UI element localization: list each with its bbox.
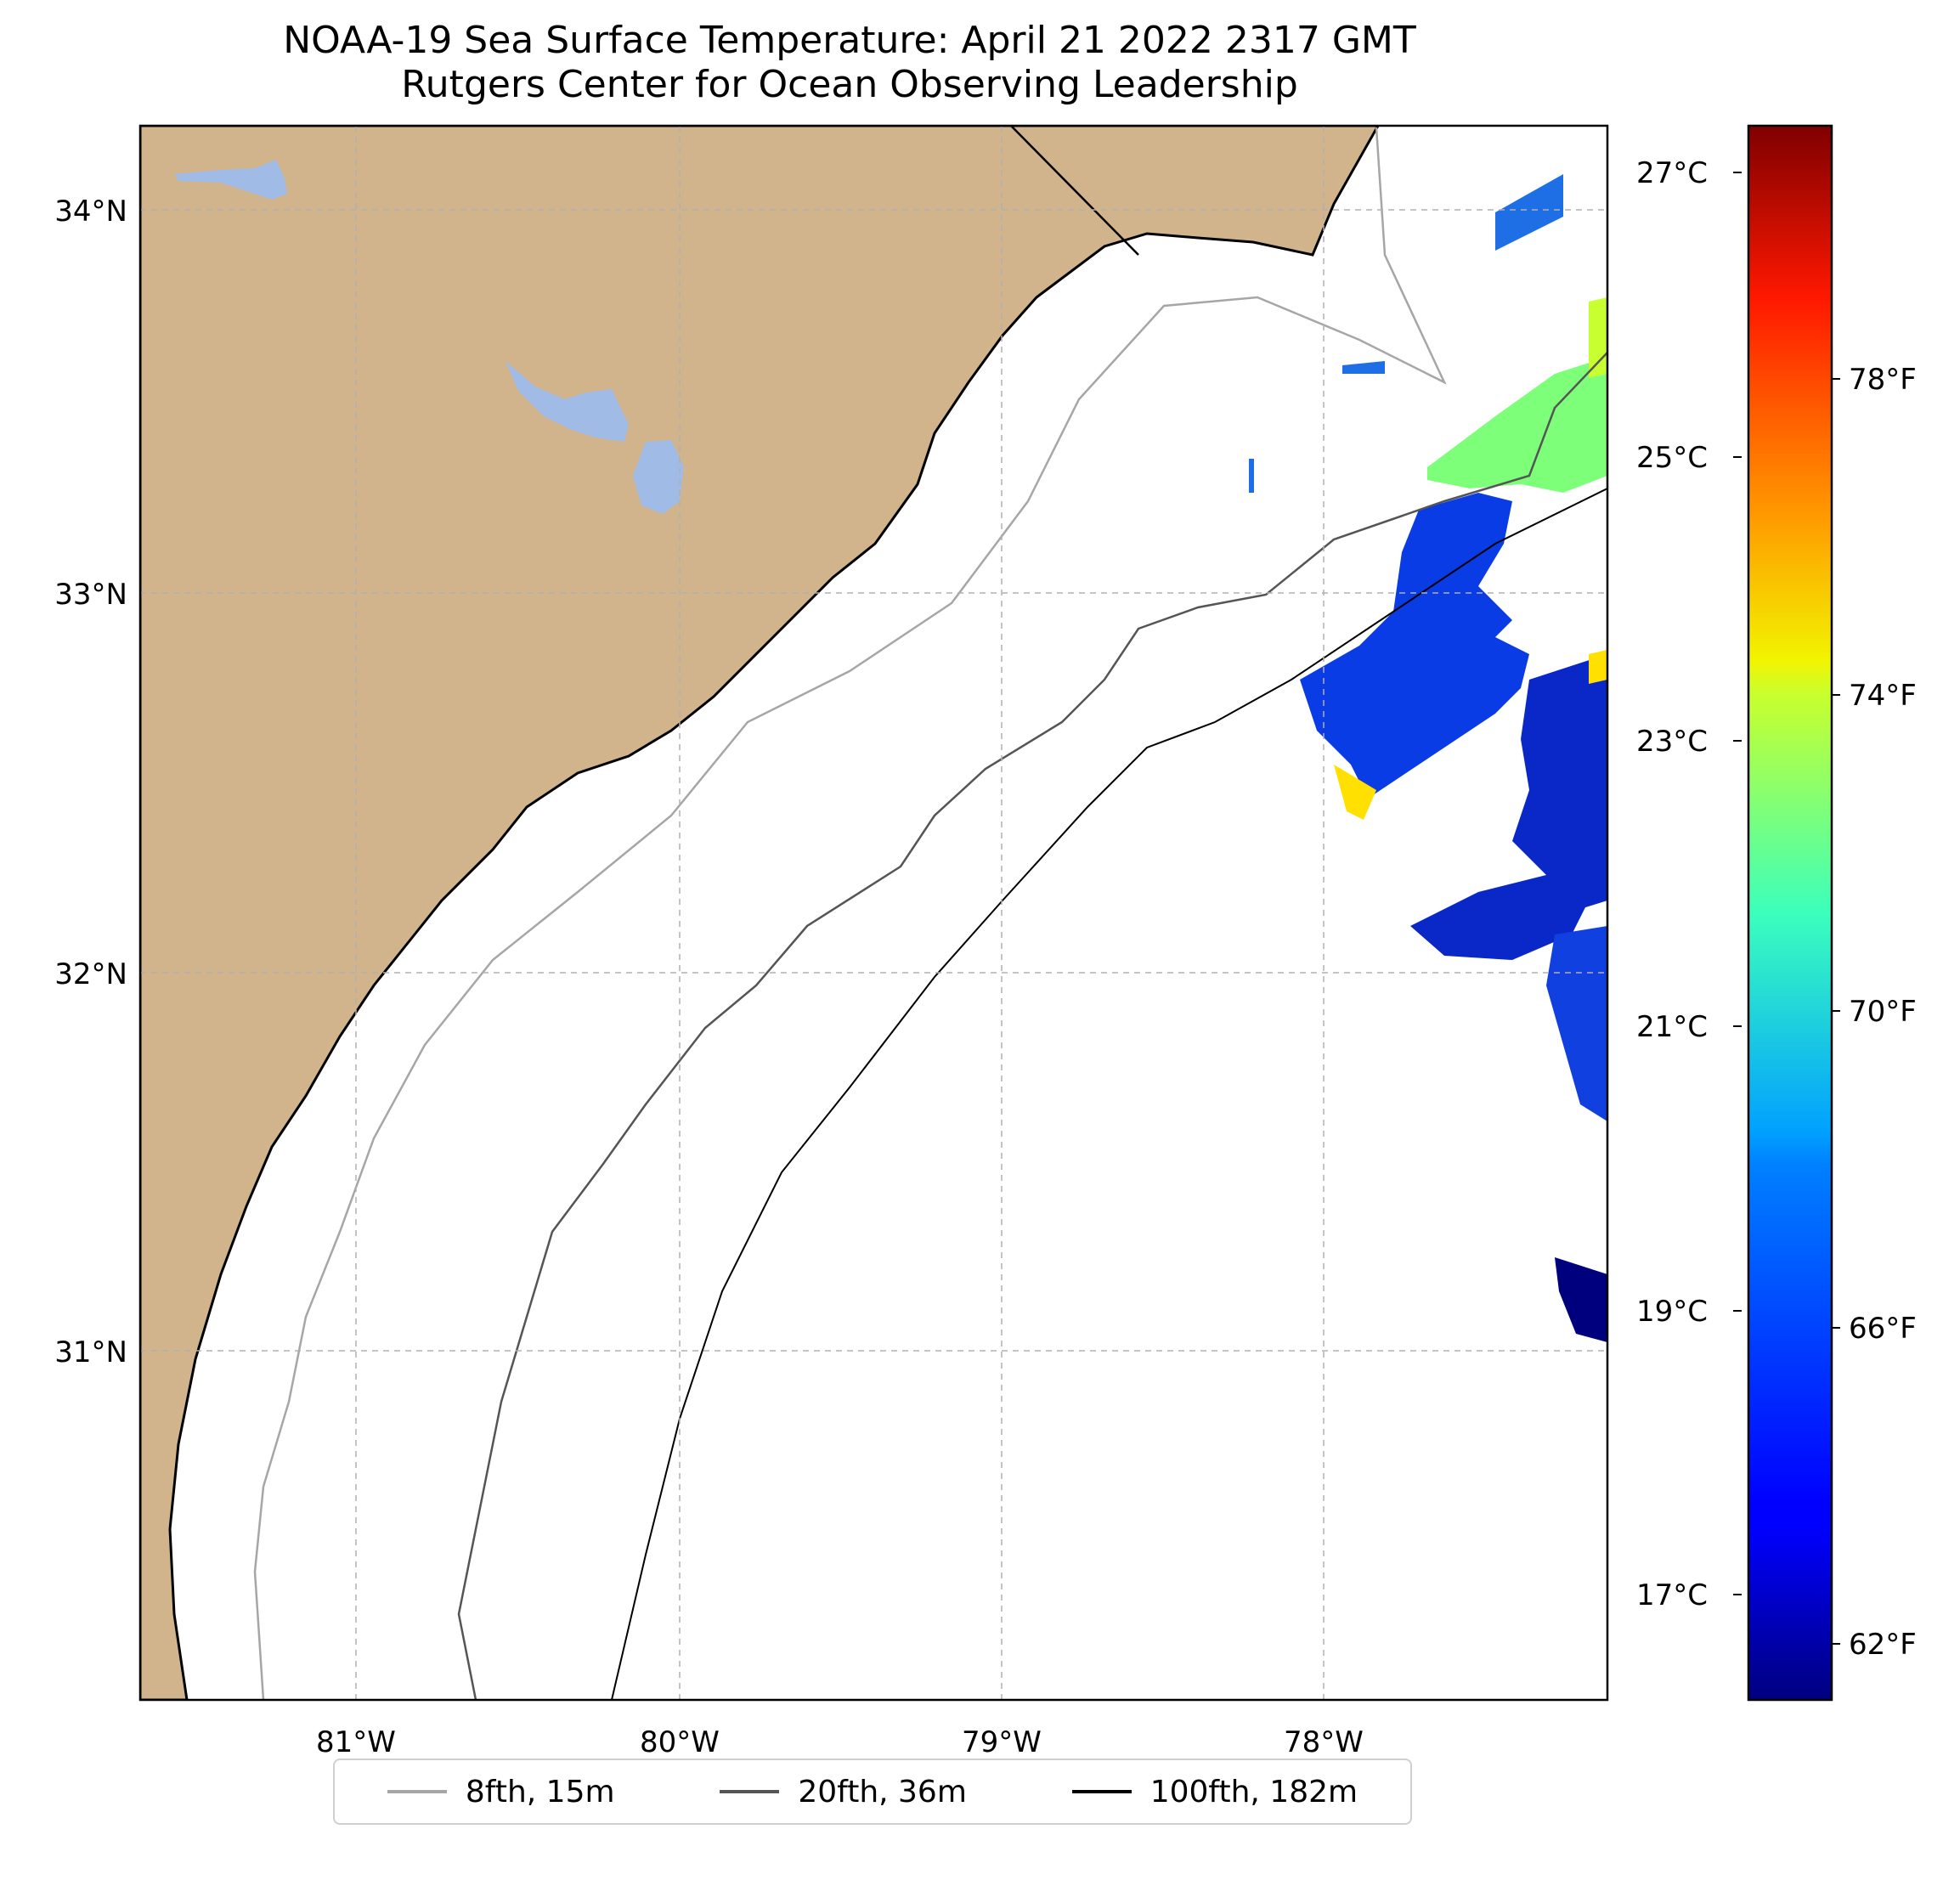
state-border — [1010, 126, 1139, 256]
lon-label-81: 81°W — [316, 1725, 396, 1759]
celsius-label-19: 19°C — [1636, 1295, 1708, 1329]
celsius-label-23: 23°C — [1636, 725, 1708, 759]
lon-label-80: 80°W — [640, 1725, 720, 1759]
map-border — [138, 124, 1609, 1702]
contour-100fth — [611, 488, 1607, 1700]
lat-label-32: 32°N — [54, 957, 127, 991]
legend-line-100fth — [1071, 1790, 1132, 1793]
lat-tick-labels: 34°N 33°N 32°N 31°N — [54, 195, 127, 1369]
contour-legend: 8fth, 15m 20fth, 36m 100fth, 182m — [333, 1759, 1412, 1825]
fahrenheit-label-62: 62°F — [1849, 1628, 1917, 1662]
title-line-1: NOAA-19 Sea Surface Temperature: April 2… — [283, 19, 1416, 62]
lat-label-34: 34°N — [54, 195, 127, 229]
fahrenheit-label-70: 70°F — [1849, 995, 1917, 1029]
fahrenheit-label-74: 74°F — [1849, 679, 1917, 713]
celsius-label-27: 27°C — [1636, 156, 1708, 190]
celsius-ticks: 27°C 25°C 23°C 21°C 19°C 17°C — [1636, 156, 1742, 1612]
legend-line-8fth — [387, 1790, 447, 1793]
fahrenheit-ticks: 78°F 74°F 70°F 66°F 62°F — [1832, 363, 1917, 1662]
legend-item-20fth: 20fth, 36m — [720, 1775, 967, 1809]
lat-label-31: 31°N — [54, 1335, 127, 1369]
land — [140, 126, 1380, 1700]
fahrenheit-label-66: 66°F — [1849, 1312, 1917, 1346]
legend-label-8fth: 8fth, 15m — [465, 1774, 615, 1809]
legend-label-100fth: 100fth, 182m — [1149, 1774, 1358, 1809]
map-title: NOAA-19 Sea Surface Temperature: April 2… — [0, 19, 1699, 107]
map-area — [140, 126, 1607, 1700]
celsius-label-25: 25°C — [1636, 441, 1708, 475]
lake-north — [174, 160, 287, 200]
fahrenheit-label-78: 78°F — [1849, 363, 1917, 397]
contour-8fth — [253, 127, 1447, 1700]
title-line-2: Rutgers Center for Ocean Observing Leade… — [401, 63, 1298, 106]
legend-line-20fth — [720, 1790, 780, 1793]
legend-label-20fth: 20fth, 36m — [798, 1774, 967, 1809]
legend-item-8fth: 8fth, 15m — [387, 1775, 615, 1809]
lat-label-33: 33°N — [54, 578, 127, 612]
lon-label-78: 78°W — [1284, 1725, 1364, 1759]
gridlines — [140, 126, 1607, 1700]
sst-patches — [1249, 174, 1607, 1342]
contour-20fth — [457, 352, 1607, 1700]
lon-label-79: 79°W — [962, 1725, 1042, 1759]
legend-item-100fth: 100fth, 182m — [1071, 1774, 1358, 1809]
celsius-label-21: 21°C — [1636, 1010, 1708, 1044]
celsius-label-17: 17°C — [1636, 1578, 1708, 1612]
lon-tick-labels: 81°W 80°W 79°W 78°W — [316, 1725, 1364, 1759]
lake-marion — [506, 361, 629, 442]
colorbar — [1747, 124, 1833, 1702]
lake-moultrie — [633, 440, 684, 514]
